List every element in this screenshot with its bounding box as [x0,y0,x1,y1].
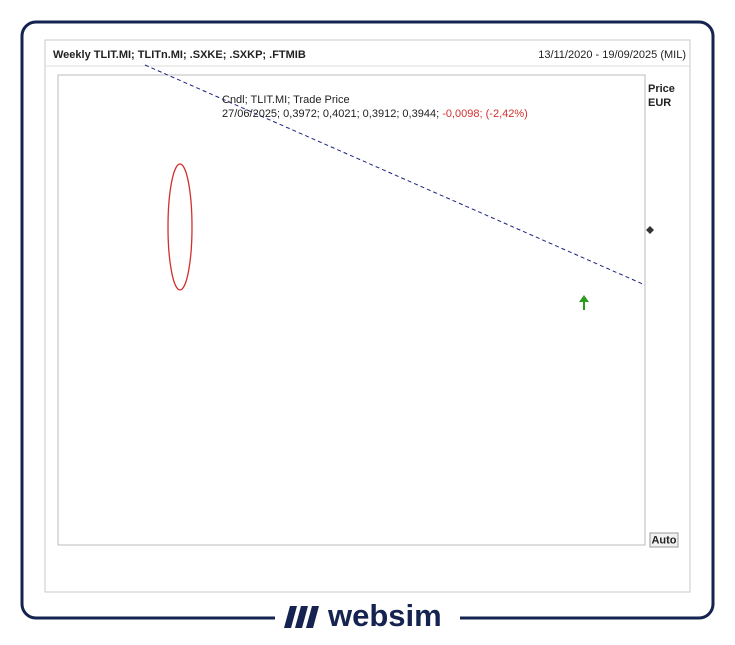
chart-panel [44,39,691,593]
chart-title: Weekly TLIT.MI; TLITn.MI; .SXKE; .SXKP; … [53,49,306,61]
logo-mark [284,606,319,628]
info-change: -0,0098; (-2,42%) [442,108,528,120]
info-line: 27/06/2025; 0,3972; 0,4021; 0,3912; 0,39… [222,108,528,120]
up-arrow [579,295,589,310]
plot-area [57,74,646,546]
brand: websim [327,598,442,633]
auto-button-label[interactable]: Auto [651,534,676,546]
axis-label: Price [648,83,675,95]
axis-label: EUR [648,97,671,109]
date-range: 13/11/2020 - 19/09/2025 (MIL) [538,49,686,61]
last-price-marker [646,226,654,234]
auto-button[interactable] [649,532,679,548]
info-values: 27/06/2025; 0,3972; 0,4021; 0,3912; 0,39… [222,108,439,120]
highlight-ellipse [167,163,193,291]
trendline [144,64,646,286]
info-title: Cndl; TLIT.MI; Trade Price [222,94,350,106]
